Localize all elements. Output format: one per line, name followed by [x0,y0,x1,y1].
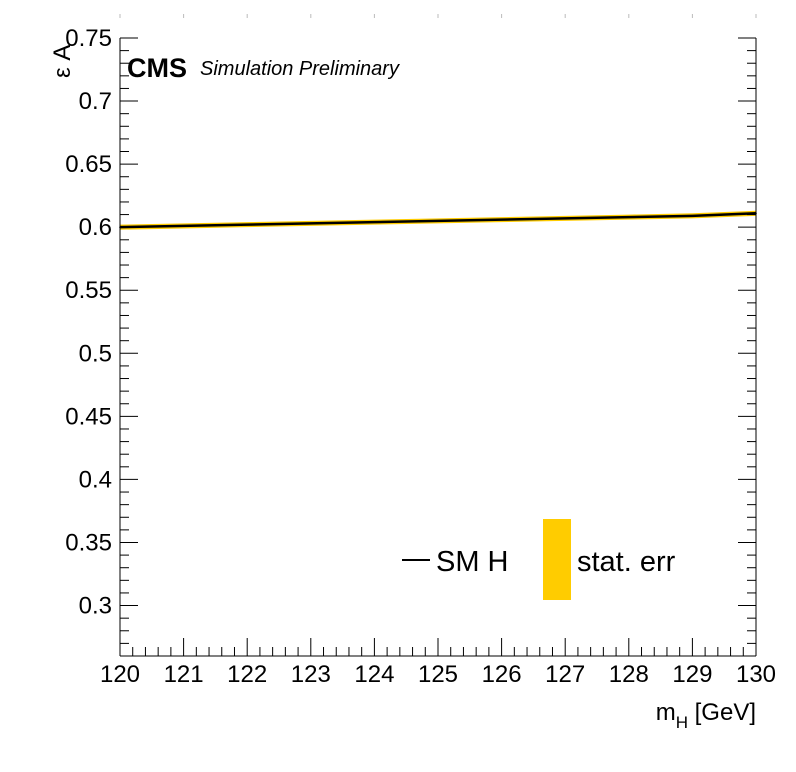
legend-stat-err-swatch [543,519,571,600]
y-tick-label: 0.65 [65,151,112,178]
legend: SM H stat. err [402,519,676,600]
cms-sublabel: Simulation Preliminary [200,58,400,80]
y-tick-label: 0.7 [79,88,112,115]
x-tick-label: 122 [227,661,267,688]
y-tick-label: 0.6 [79,214,112,241]
data-point [691,215,694,217]
x-axis-title-unit: [GeV] [688,699,756,726]
data-point [628,216,630,218]
x-axis-title-main: m [656,699,676,726]
x-tick-label: 127 [545,661,585,688]
x-tick-label: 124 [354,661,394,688]
y-axis-title: ε A [49,45,76,78]
data-point [373,221,376,223]
data-point [246,223,248,226]
y-tick-label: 0.35 [65,529,112,556]
y-tick-label: 0.45 [65,403,112,430]
y-tick-label: 0.55 [65,277,112,304]
x-tick-label: 120 [100,661,140,688]
x-tick-label: 128 [609,661,649,688]
legend-sm-h-label: SM H [436,546,509,578]
x-tick-label: 126 [482,661,522,688]
x-axis-title-subscript: H [676,713,688,732]
data-point [564,217,566,220]
sm-h-line-layer [119,212,757,229]
x-tick-label: 125 [418,661,458,688]
tick-labels-layer: 0.3 0.35 0.4 0.45 0.5 0.55 0.6 0.65 0.7 0.75 120 12… [65,25,776,688]
y-tick-label: 0.75 [65,25,112,52]
x-tick-label: 123 [291,661,331,688]
data-point [500,218,503,221]
y-tick-label: 0.5 [79,340,112,367]
axes-layer [119,14,757,657]
data-point [437,220,439,222]
x-tick-label: 129 [672,661,712,688]
x-tick-label: 130 [736,661,776,688]
x-tick-label: 121 [164,661,204,688]
data-point [310,222,312,225]
x-axis-title: mH [GeV] [656,699,756,732]
cms-label: CMS [127,53,187,83]
y-tick-label: 0.3 [79,593,112,620]
y-tick-label: 0.4 [79,466,112,493]
legend-stat-err-label: stat. err [577,546,676,578]
data-point [182,225,185,227]
